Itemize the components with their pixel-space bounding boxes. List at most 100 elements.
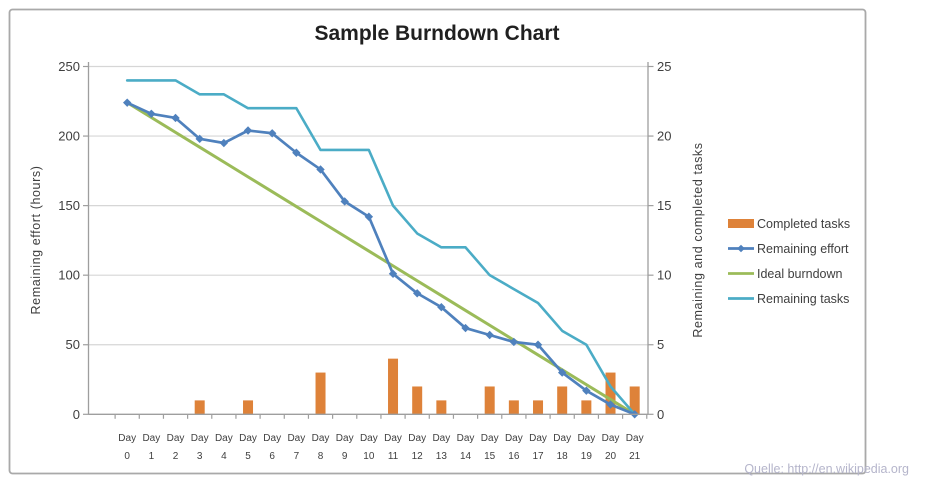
right-tick-label-5: 5 xyxy=(657,337,664,352)
left-tick-label-50: 50 xyxy=(66,337,80,352)
source-note: Quelle: http://en.wikipedia.org xyxy=(744,462,909,476)
x-label-num-17: 17 xyxy=(532,451,544,462)
bar-day-16 xyxy=(508,400,519,415)
x-label-num-14: 14 xyxy=(460,451,472,462)
left-tick-label-200: 200 xyxy=(58,129,80,144)
x-label-prefix-3: Day xyxy=(191,433,209,444)
x-label-prefix-8: Day xyxy=(312,433,330,444)
left-axis-title: Remaining effort (hours) xyxy=(29,166,43,315)
marker-day-11 xyxy=(388,269,398,278)
x-label-num-1: 1 xyxy=(149,451,155,462)
bar-day-13 xyxy=(436,400,447,415)
x-label-num-7: 7 xyxy=(294,451,300,462)
right-tick-label-0: 0 xyxy=(657,407,664,422)
x-label-num-11: 11 xyxy=(388,451,399,462)
series-ideal-burndown xyxy=(125,101,637,416)
bar-day-19 xyxy=(581,400,592,415)
legend-label: Completed tasks xyxy=(757,217,850,231)
left-tick-label-150: 150 xyxy=(58,198,80,213)
marker-day-14 xyxy=(461,323,470,333)
marker-day-18 xyxy=(557,368,567,377)
left-tick-label-0: 0 xyxy=(73,407,80,422)
bar-day-18 xyxy=(557,386,568,415)
bar-day-21 xyxy=(629,386,640,415)
right-tick-label-15: 15 xyxy=(657,198,671,213)
x-label-prefix-9: Day xyxy=(336,433,354,444)
x-label-num-10: 10 xyxy=(363,451,375,462)
x-label-prefix-2: Day xyxy=(167,433,185,444)
tick-labels: 0 50 100 150 200 250 0 5 10 15 20 25 xyxy=(58,59,671,422)
legend-item-completed-tasks: Completed tasks xyxy=(728,217,850,231)
x-label-num-12: 12 xyxy=(412,451,424,462)
x-label-prefix-15: Day xyxy=(481,433,499,444)
x-label-prefix-6: Day xyxy=(263,433,281,444)
bar-day-11 xyxy=(388,358,399,415)
x-label-prefix-4: Day xyxy=(215,433,233,444)
legend-item-remaining-tasks: Remaining tasks xyxy=(728,292,849,306)
legend-label: Ideal burndown xyxy=(757,267,843,281)
x-label-prefix-5: Day xyxy=(239,433,257,444)
x-label-prefix-1: Day xyxy=(142,433,160,444)
right-tick-label-20: 20 xyxy=(657,129,671,144)
x-label-num-20: 20 xyxy=(605,451,617,462)
x-label-num-19: 19 xyxy=(581,451,593,462)
marker-day-8 xyxy=(316,165,325,174)
x-label-num-4: 4 xyxy=(221,451,227,462)
marker-day-0 xyxy=(123,98,132,107)
legend-label: Remaining effort xyxy=(757,242,849,256)
x-label-prefix-11: Day xyxy=(384,433,402,444)
series-remaining-tasks xyxy=(125,79,636,416)
series-remaining-effort xyxy=(125,101,637,416)
legend: Completed tasks Remaining effort Ideal bur… xyxy=(728,217,850,306)
marker-day-6 xyxy=(267,129,277,138)
marker-day-17 xyxy=(533,340,543,349)
legend-swatch-diamond xyxy=(737,244,745,253)
x-label-prefix-14: Day xyxy=(457,433,475,444)
marker-day-1 xyxy=(147,109,156,119)
x-label-num-2: 2 xyxy=(173,451,179,462)
legend-item-ideal-burndown: Ideal burndown xyxy=(728,267,843,281)
marker-day-12 xyxy=(412,289,422,298)
bar-day-5 xyxy=(243,400,254,415)
bar-day-8 xyxy=(315,372,326,415)
x-label-num-6: 6 xyxy=(269,451,275,462)
marker-day-16 xyxy=(509,337,519,347)
left-tick-label-100: 100 xyxy=(58,268,80,283)
bar-day-17 xyxy=(533,400,544,415)
marker-day-9 xyxy=(340,197,349,206)
marker-day-5 xyxy=(243,126,253,135)
x-label-num-13: 13 xyxy=(436,451,448,462)
line-series xyxy=(123,79,639,419)
x-label-prefix-7: Day xyxy=(287,433,305,444)
bar-day-20 xyxy=(605,372,616,415)
marker-day-7 xyxy=(292,148,301,157)
x-label-num-3: 3 xyxy=(197,451,203,462)
x-label-prefix-20: Day xyxy=(602,433,620,444)
marker-day-10 xyxy=(364,212,374,221)
x-label-num-0: 0 xyxy=(124,451,130,462)
chart-border xyxy=(8,8,867,475)
bar-series xyxy=(194,358,640,415)
x-label-prefix-21: Day xyxy=(626,433,644,444)
bar-day-15 xyxy=(484,386,495,415)
x-label-prefix-10: Day xyxy=(360,433,378,444)
x-label-prefix-18: Day xyxy=(553,433,571,444)
x-label-prefix-13: Day xyxy=(432,433,450,444)
x-label-num-8: 8 xyxy=(318,451,324,462)
x-label-num-9: 9 xyxy=(342,451,348,462)
marker-day-20 xyxy=(606,400,615,409)
left-tick-label-250: 250 xyxy=(58,59,80,74)
x-label-num-21: 21 xyxy=(629,451,641,462)
legend-item-remaining-effort: Remaining effort xyxy=(728,242,849,256)
legend-label: Remaining tasks xyxy=(757,292,849,306)
marker-day-13 xyxy=(437,302,446,312)
x-label-num-15: 15 xyxy=(484,451,496,462)
x-label-prefix-0: Day xyxy=(118,433,136,444)
x-label-num-5: 5 xyxy=(245,451,251,462)
chart-title: Sample Burndown Chart xyxy=(314,22,559,45)
marker-day-4 xyxy=(219,138,229,148)
legend-swatch-bar xyxy=(728,219,754,228)
right-axis-title: Remaining and completed tasks xyxy=(691,142,705,337)
